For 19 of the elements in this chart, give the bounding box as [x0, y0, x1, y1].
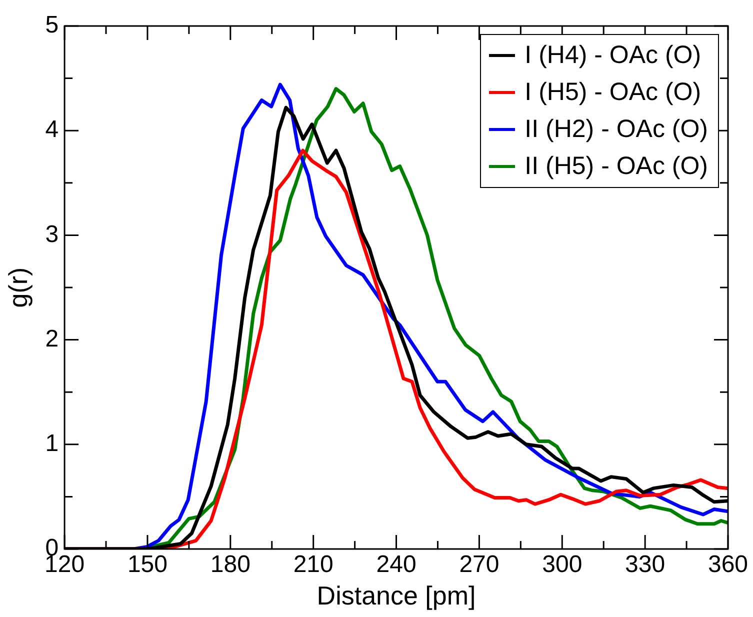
y-tick-label: 3 [45, 220, 59, 248]
x-tick-label: 180 [210, 551, 250, 578]
x-tick-label: 300 [542, 551, 582, 578]
x-tick-label: 330 [625, 551, 666, 578]
legend-label: II (H2) - OAc (O) [524, 114, 708, 145]
x-tick-label: 210 [293, 551, 334, 578]
y-tick-label: 4 [45, 116, 59, 144]
legend-label: I (H4) - OAc (O) [524, 40, 702, 71]
y-tick-label: 2 [45, 325, 59, 352]
x-tick-label: 270 [459, 551, 500, 578]
legend-label: I (H5) - OAc (O) [524, 77, 702, 108]
y-axis-title: g(r) [2, 267, 33, 308]
legend-label: II (H5) - OAc (O) [524, 151, 708, 182]
x-axis-title: Distance [pm] [316, 580, 476, 611]
y-tick-label: 1 [45, 430, 59, 458]
x-tick-label: 360 [708, 551, 748, 578]
y-tick-label: 5 [45, 12, 59, 39]
x-tick-label: 240 [376, 551, 416, 578]
x-tick-label: 150 [127, 551, 168, 578]
